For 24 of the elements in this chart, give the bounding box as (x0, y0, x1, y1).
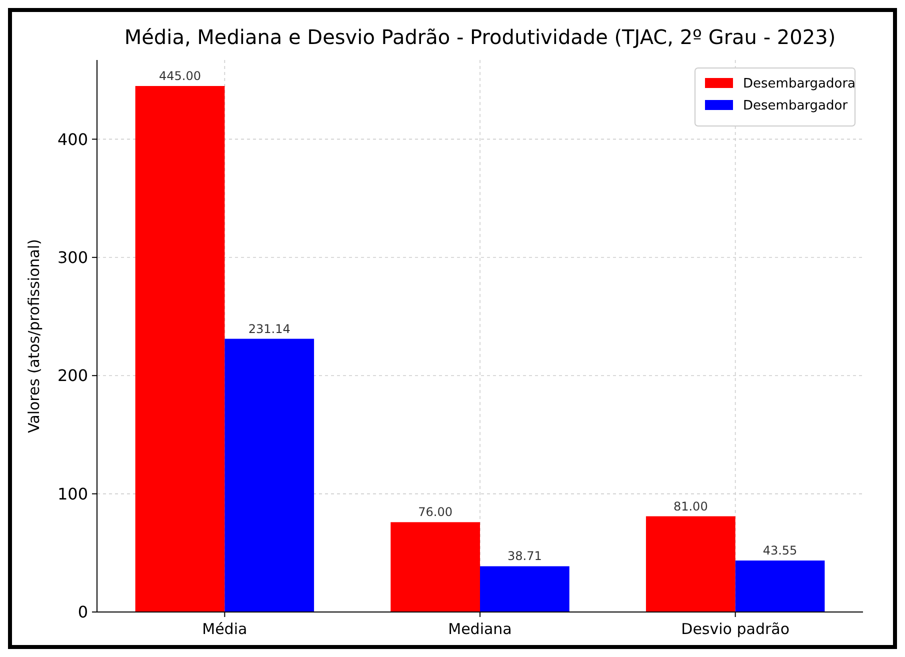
y-axis-title: Valores (atos/profissional) (25, 239, 43, 433)
y-tick-label: 300 (57, 248, 88, 267)
y-tick-label: 100 (57, 484, 88, 504)
legend-label: Desembargador (743, 98, 848, 114)
bar (646, 516, 736, 612)
y-tick-label: 0 (78, 602, 88, 622)
y-tick-label: 200 (57, 366, 88, 386)
bar (224, 338, 314, 612)
text: 231.14 (248, 322, 290, 336)
text: 43.55 (762, 544, 798, 558)
bar (735, 560, 825, 612)
bar (390, 522, 480, 612)
chart-title: Média, Mediana e Desvio Padrão - Produtividade (TJAC, 2º Grau - 2023) (124, 25, 836, 49)
text: 445.00 (158, 69, 201, 84)
text: 38.71 (508, 549, 542, 564)
y-tick-label: 400 (57, 130, 88, 149)
bar (135, 86, 225, 612)
text: 81.00 (673, 499, 708, 514)
text: 76.00 (418, 505, 452, 520)
x-tick-label: Desvio padrão (681, 620, 790, 638)
legend-label: Desembargadora (743, 76, 856, 92)
x-tick-label: Média (202, 620, 248, 638)
bar (480, 566, 570, 612)
x-tick-label: Mediana (448, 620, 512, 638)
